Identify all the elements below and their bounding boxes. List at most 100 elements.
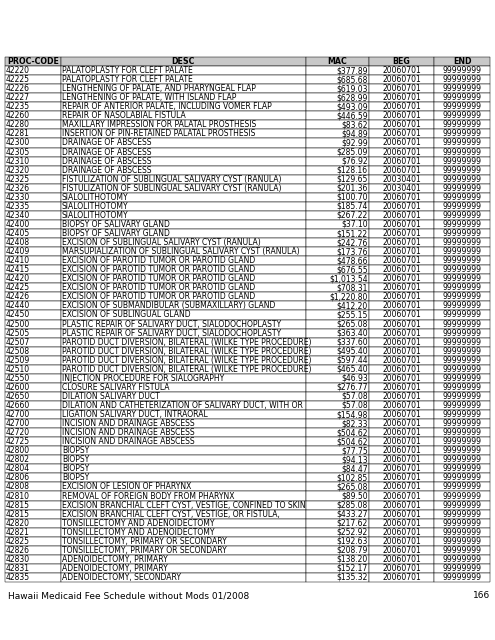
Text: PAROTID DUCT DIVERSION, BILATERAL (WILKE TYPE PROCEDURE): PAROTID DUCT DIVERSION, BILATERAL (WILKE… <box>62 356 311 365</box>
Text: 99999999: 99999999 <box>443 66 482 75</box>
Text: 20060701: 20060701 <box>382 284 421 292</box>
Text: 99999999: 99999999 <box>443 401 482 410</box>
Text: $465.40: $465.40 <box>336 365 368 374</box>
Text: $173.76: $173.76 <box>336 247 368 256</box>
Text: MAC: MAC <box>327 57 347 66</box>
Text: 42450: 42450 <box>6 310 30 319</box>
Text: 20060701: 20060701 <box>382 492 421 500</box>
Text: 20060701: 20060701 <box>382 148 421 157</box>
Text: INJECTION PROCEDURE FOR SIALOGRAPHY: INJECTION PROCEDURE FOR SIALOGRAPHY <box>62 374 224 383</box>
Text: DESC: DESC <box>172 57 195 66</box>
Text: 42800: 42800 <box>6 446 30 455</box>
Text: 42815: 42815 <box>6 500 30 509</box>
Text: DRAINAGE OF ABSCESS: DRAINAGE OF ABSCESS <box>62 148 151 157</box>
Text: ADENOIDECTOMY, PRIMARY: ADENOIDECTOMY, PRIMARY <box>62 564 167 573</box>
Text: 99999999: 99999999 <box>443 75 482 84</box>
Text: EXCISION OF PAROTID TUMOR OR PAROTID GLAND: EXCISION OF PAROTID TUMOR OR PAROTID GLA… <box>62 256 255 265</box>
Text: 42425: 42425 <box>6 284 30 292</box>
Text: 99999999: 99999999 <box>443 347 482 356</box>
Text: EXCISION OF PAROTID TUMOR OR PAROTID GLAND: EXCISION OF PAROTID TUMOR OR PAROTID GLA… <box>62 292 255 301</box>
Text: 20060701: 20060701 <box>382 102 421 111</box>
Text: 20060701: 20060701 <box>382 428 421 437</box>
Text: $504.62: $504.62 <box>336 437 368 446</box>
Text: 99999999: 99999999 <box>443 129 482 138</box>
Text: 20060701: 20060701 <box>382 157 421 166</box>
Text: 99999999: 99999999 <box>443 211 482 220</box>
Text: 20060701: 20060701 <box>382 573 421 582</box>
Text: 99999999: 99999999 <box>443 338 482 347</box>
Text: $217.62: $217.62 <box>337 518 368 527</box>
Text: 20060701: 20060701 <box>382 537 421 546</box>
Text: $363.40: $363.40 <box>336 328 368 337</box>
Text: $495.40: $495.40 <box>336 347 368 356</box>
Text: $265.08: $265.08 <box>337 319 368 328</box>
Text: 42802: 42802 <box>6 455 30 464</box>
Text: BIOPSY OF SALIVARY GLAND: BIOPSY OF SALIVARY GLAND <box>62 220 170 229</box>
Text: 99999999: 99999999 <box>443 120 482 129</box>
Text: 99999999: 99999999 <box>443 455 482 464</box>
Text: 99999999: 99999999 <box>443 102 482 111</box>
Text: 20060701: 20060701 <box>382 465 421 474</box>
Text: DILATION AND CATHETERIZATION OF SALIVARY DUCT, WITH OR: DILATION AND CATHETERIZATION OF SALIVARY… <box>62 401 302 410</box>
Text: 99999999: 99999999 <box>443 573 482 582</box>
Text: EXCISION OF PAROTID TUMOR OR PAROTID GLAND: EXCISION OF PAROTID TUMOR OR PAROTID GLA… <box>62 265 255 274</box>
Text: 99999999: 99999999 <box>443 392 482 401</box>
Text: $708.31: $708.31 <box>337 284 368 292</box>
Text: TONSILLECTOMY, PRIMARY OR SECONDARY: TONSILLECTOMY, PRIMARY OR SECONDARY <box>62 537 227 546</box>
Text: ADENOIDECTOMY, SECONDARY: ADENOIDECTOMY, SECONDARY <box>62 573 181 582</box>
Text: BIOPSY: BIOPSY <box>62 455 89 464</box>
Text: 20060701: 20060701 <box>382 138 421 147</box>
Text: Hawaii Medicaid Fee Schedule without Mods 01/2008: Hawaii Medicaid Fee Schedule without Mod… <box>8 591 249 600</box>
Text: 99999999: 99999999 <box>443 419 482 428</box>
Text: INCISION AND DRAINAGE ABSCESS: INCISION AND DRAINAGE ABSCESS <box>62 437 195 446</box>
Text: 42226: 42226 <box>6 84 30 93</box>
Text: 20060701: 20060701 <box>382 528 421 537</box>
Text: $265.08: $265.08 <box>337 483 368 492</box>
Text: FISTULIZATION OF SUBLINGUAL SALIVARY CYST (RANULA): FISTULIZATION OF SUBLINGUAL SALIVARY CYS… <box>62 184 281 193</box>
Text: 99999999: 99999999 <box>443 546 482 555</box>
Text: 42225: 42225 <box>6 75 30 84</box>
Text: DILATION SALIVARY DUCT: DILATION SALIVARY DUCT <box>62 392 159 401</box>
Text: $129.65: $129.65 <box>337 175 368 184</box>
Text: 42510: 42510 <box>6 365 30 374</box>
Text: REMOVAL OF FOREIGN BODY FROM PHARYNX: REMOVAL OF FOREIGN BODY FROM PHARYNX <box>62 492 234 500</box>
Text: 42826: 42826 <box>6 546 30 555</box>
Text: 42508: 42508 <box>6 347 30 356</box>
Text: EXCISION BRANCHIAL CLEFT CYST, VESTIGE, OR FISTULA,: EXCISION BRANCHIAL CLEFT CYST, VESTIGE, … <box>62 509 280 518</box>
Text: 20060701: 20060701 <box>382 310 421 319</box>
Text: $84.47: $84.47 <box>341 465 368 474</box>
Text: TONSILLECTOMY, PRIMARY OR SECONDARY: TONSILLECTOMY, PRIMARY OR SECONDARY <box>62 546 227 555</box>
Text: 99999999: 99999999 <box>443 220 482 229</box>
Text: $493.09: $493.09 <box>336 102 368 111</box>
Text: 20060701: 20060701 <box>382 229 421 238</box>
Text: 99999999: 99999999 <box>443 292 482 301</box>
Text: 20060701: 20060701 <box>382 265 421 274</box>
Text: $152.17: $152.17 <box>337 564 368 573</box>
Text: 42804: 42804 <box>6 465 30 474</box>
Text: 20060701: 20060701 <box>382 220 421 229</box>
Text: $128.16: $128.16 <box>337 166 368 175</box>
Text: 42405: 42405 <box>6 229 30 238</box>
Text: PAROTID DUCT DIVERSION, BILATERAL (WILKE TYPE PROCEDURE): PAROTID DUCT DIVERSION, BILATERAL (WILKE… <box>62 365 311 374</box>
Text: 42280: 42280 <box>6 120 30 129</box>
Text: PROC-CODE: PROC-CODE <box>7 57 59 66</box>
Text: INSERTION OF PIN-RETAINED PALATAL PROSTHESIS: INSERTION OF PIN-RETAINED PALATAL PROSTH… <box>62 129 255 138</box>
Text: 99999999: 99999999 <box>443 310 482 319</box>
Text: FISTULIZATION OF SUBLINGUAL SALIVARY CYST (RANULA): FISTULIZATION OF SUBLINGUAL SALIVARY CYS… <box>62 175 281 184</box>
Text: 20060701: 20060701 <box>382 66 421 75</box>
Text: LENGTHENING OF PALATE, AND PHARYNGEAL FLAP: LENGTHENING OF PALATE, AND PHARYNGEAL FL… <box>62 84 255 93</box>
Text: 42330: 42330 <box>6 193 30 202</box>
Text: PALATOPLASTY FOR CLEFT PALATE: PALATOPLASTY FOR CLEFT PALATE <box>62 75 193 84</box>
Text: 42325: 42325 <box>6 175 30 184</box>
Text: 20060701: 20060701 <box>382 347 421 356</box>
Text: $89.50: $89.50 <box>341 492 368 500</box>
Text: BIOPSY: BIOPSY <box>62 446 89 455</box>
Text: 99999999: 99999999 <box>443 175 482 184</box>
Text: 20030401: 20030401 <box>382 175 421 184</box>
Text: $285.08: $285.08 <box>337 500 368 509</box>
Text: 20060701: 20060701 <box>382 292 421 301</box>
Text: 42505: 42505 <box>6 328 30 337</box>
Text: ADENOIDECTOMY, PRIMARY: ADENOIDECTOMY, PRIMARY <box>62 555 167 564</box>
Text: 42300: 42300 <box>6 138 30 147</box>
Text: 42409: 42409 <box>6 247 30 256</box>
